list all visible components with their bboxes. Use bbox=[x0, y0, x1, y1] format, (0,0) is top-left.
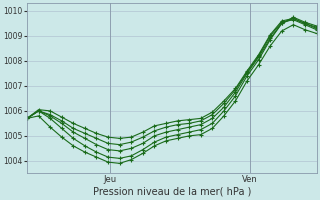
X-axis label: Pression niveau de la mer( hPa ): Pression niveau de la mer( hPa ) bbox=[92, 187, 251, 197]
